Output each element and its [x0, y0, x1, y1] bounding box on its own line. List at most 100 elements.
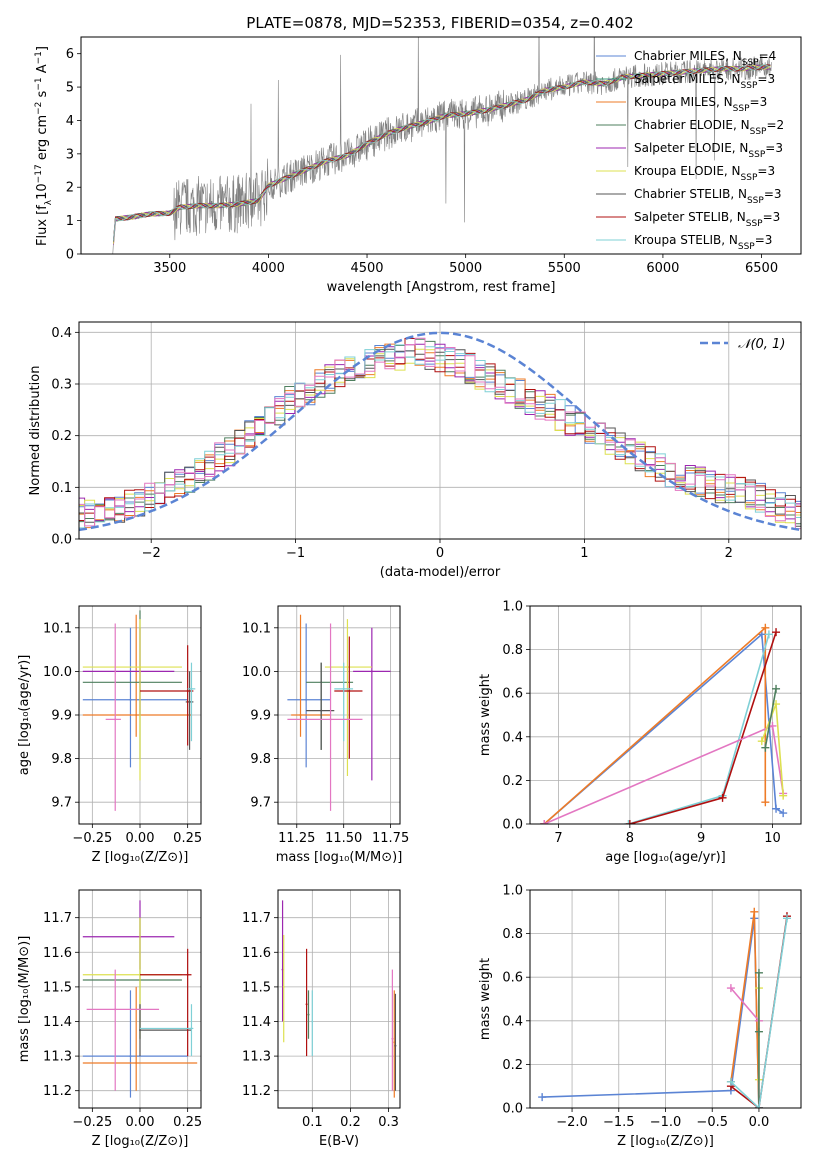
y-axis-label-part: −17 — [34, 164, 44, 183]
data-point — [129, 698, 132, 701]
axes-frame — [529, 605, 802, 825]
series-line — [730, 918, 788, 1108]
data-point — [307, 1013, 310, 1016]
histogram-step — [79, 338, 801, 521]
series-marker — [754, 968, 763, 977]
y-axis-label: age [log₁₀(age/yr)] — [17, 655, 32, 776]
y-tick-label: 0.4 — [502, 730, 523, 745]
data-point — [391, 1037, 394, 1040]
legend-rest: =3 — [757, 164, 775, 178]
legend-sub: SSP — [750, 127, 767, 137]
data-point — [393, 1041, 396, 1044]
spectrum-title: PLATE=0878, MJD=52353, FIBERID=0354, z=0… — [246, 14, 633, 32]
legend-label: Kroupa STELIB, N — [634, 233, 738, 247]
errorbar-plot — [82, 900, 198, 1098]
y-tick-label: 1 — [66, 214, 74, 229]
y-tick-label: 11.6 — [43, 946, 72, 961]
y-tick-label: 11.5 — [43, 980, 72, 995]
y-tick-label: 0.2 — [51, 429, 72, 444]
weight-plot — [540, 623, 788, 824]
y-axis-label: mass [log₁₀(M/M⊙)] — [17, 936, 32, 1063]
series-line — [730, 911, 760, 1108]
legend-rest: =3 — [764, 187, 782, 201]
x-tick-label: 0.25 — [173, 831, 202, 846]
legend-label: Salpeter STELIB, N — [634, 210, 746, 224]
legend-label: Chabrier STELIB, N — [634, 187, 747, 201]
data-point — [114, 1008, 117, 1011]
y-tick-label: 0.4 — [51, 326, 72, 341]
y-tick-label: 5 — [66, 81, 74, 96]
y-axis-label-part: −1 — [34, 77, 44, 90]
y-tick-label: 9.9 — [51, 709, 72, 724]
legend-label: Salpeter ELODIE, N — [634, 141, 748, 155]
series-marker — [772, 684, 781, 693]
series-line — [542, 918, 760, 1108]
x-tick-label: 0.00 — [126, 1115, 155, 1130]
series-line — [543, 724, 784, 824]
x-tick-label: 4500 — [350, 261, 383, 276]
legend-sub: SSP — [747, 196, 764, 206]
y-tick-label: 11.4 — [242, 1015, 271, 1030]
series-marker — [538, 1093, 547, 1102]
x-tick-label: 1 — [580, 546, 588, 561]
legend-entry: Kroupa ELODIE, NSSP=3 — [634, 164, 775, 183]
data-point — [394, 1044, 397, 1047]
y-tick-label: 0.2 — [502, 774, 523, 789]
x-tick-label: −1 — [286, 546, 305, 561]
y-axis-label: mass weight — [478, 958, 493, 1040]
data-point — [329, 718, 332, 721]
data-point — [186, 690, 189, 693]
y-axis-label-part: ] — [35, 46, 50, 51]
legend-label: Chabrier ELODIE, N — [634, 118, 750, 132]
legend-entry: Salpeter ELODIE, NSSP=3 — [634, 141, 783, 160]
y-axis-label: Normed distribution — [28, 366, 43, 496]
axes-frame — [529, 889, 802, 1109]
y-tick-label: 0.0 — [502, 818, 523, 833]
data-point — [370, 670, 373, 673]
histogram-step — [79, 338, 801, 529]
y-tick-label: 9.8 — [51, 752, 72, 767]
y-tick-label: 11.2 — [43, 1084, 72, 1099]
series-marker — [779, 791, 788, 800]
y-tick-label: 11.3 — [242, 1050, 271, 1065]
series-marker — [718, 793, 727, 802]
y-tick-label: 9.7 — [250, 796, 271, 811]
series-marker — [754, 1104, 763, 1108]
data-point — [139, 1029, 141, 1032]
y-tick-label: 0.3 — [51, 378, 72, 393]
y-axis-label-part: −2 — [34, 102, 44, 115]
x-tick-label: 0.00 — [126, 831, 155, 846]
histogram-step — [79, 343, 801, 521]
axes-frame — [277, 605, 401, 825]
legend-label: Kroupa ELODIE, N — [634, 164, 741, 178]
y-tick-label: 11.2 — [242, 1084, 271, 1099]
x-axis-label: Z [log₁₀(Z/Z⊙)] — [92, 850, 189, 865]
series-line — [628, 634, 770, 824]
x-tick-label: −0.25 — [72, 1115, 112, 1130]
legend-sub: SSP — [738, 242, 755, 252]
x-tick-label: −1.5 — [603, 1115, 635, 1130]
x-tick-label: 0.1 — [302, 1115, 323, 1130]
x-axis-label: (data-model)/error — [380, 565, 501, 580]
legend-sub: SSP — [746, 219, 763, 229]
y-axis-label-part: erg cm — [35, 115, 50, 164]
series-marker — [782, 914, 791, 923]
series-marker — [764, 630, 773, 639]
x-tick-label: 5500 — [548, 261, 581, 276]
data-point — [305, 698, 308, 701]
y-tick-label: 0.8 — [502, 927, 523, 942]
y-axis-label-part: A — [35, 64, 50, 77]
x-axis-label: wavelength [Angstrom, rest frame] — [327, 280, 556, 295]
y-tick-label: 11.7 — [242, 911, 271, 926]
legend-label: Chabrier MILES, N — [634, 49, 742, 63]
x-tick-label: 0.2 — [340, 1115, 361, 1130]
y-tick-label: 11.7 — [43, 911, 72, 926]
data-point — [311, 1020, 314, 1023]
y-axis-label-part: s — [35, 90, 50, 101]
legend-entry: Chabrier MILES, NSSP=4 — [634, 49, 776, 68]
axes-frame — [277, 889, 401, 1109]
x-tick-label: 6000 — [646, 261, 679, 276]
data-point — [346, 666, 349, 669]
y-axis-label: mass weight — [478, 674, 493, 756]
